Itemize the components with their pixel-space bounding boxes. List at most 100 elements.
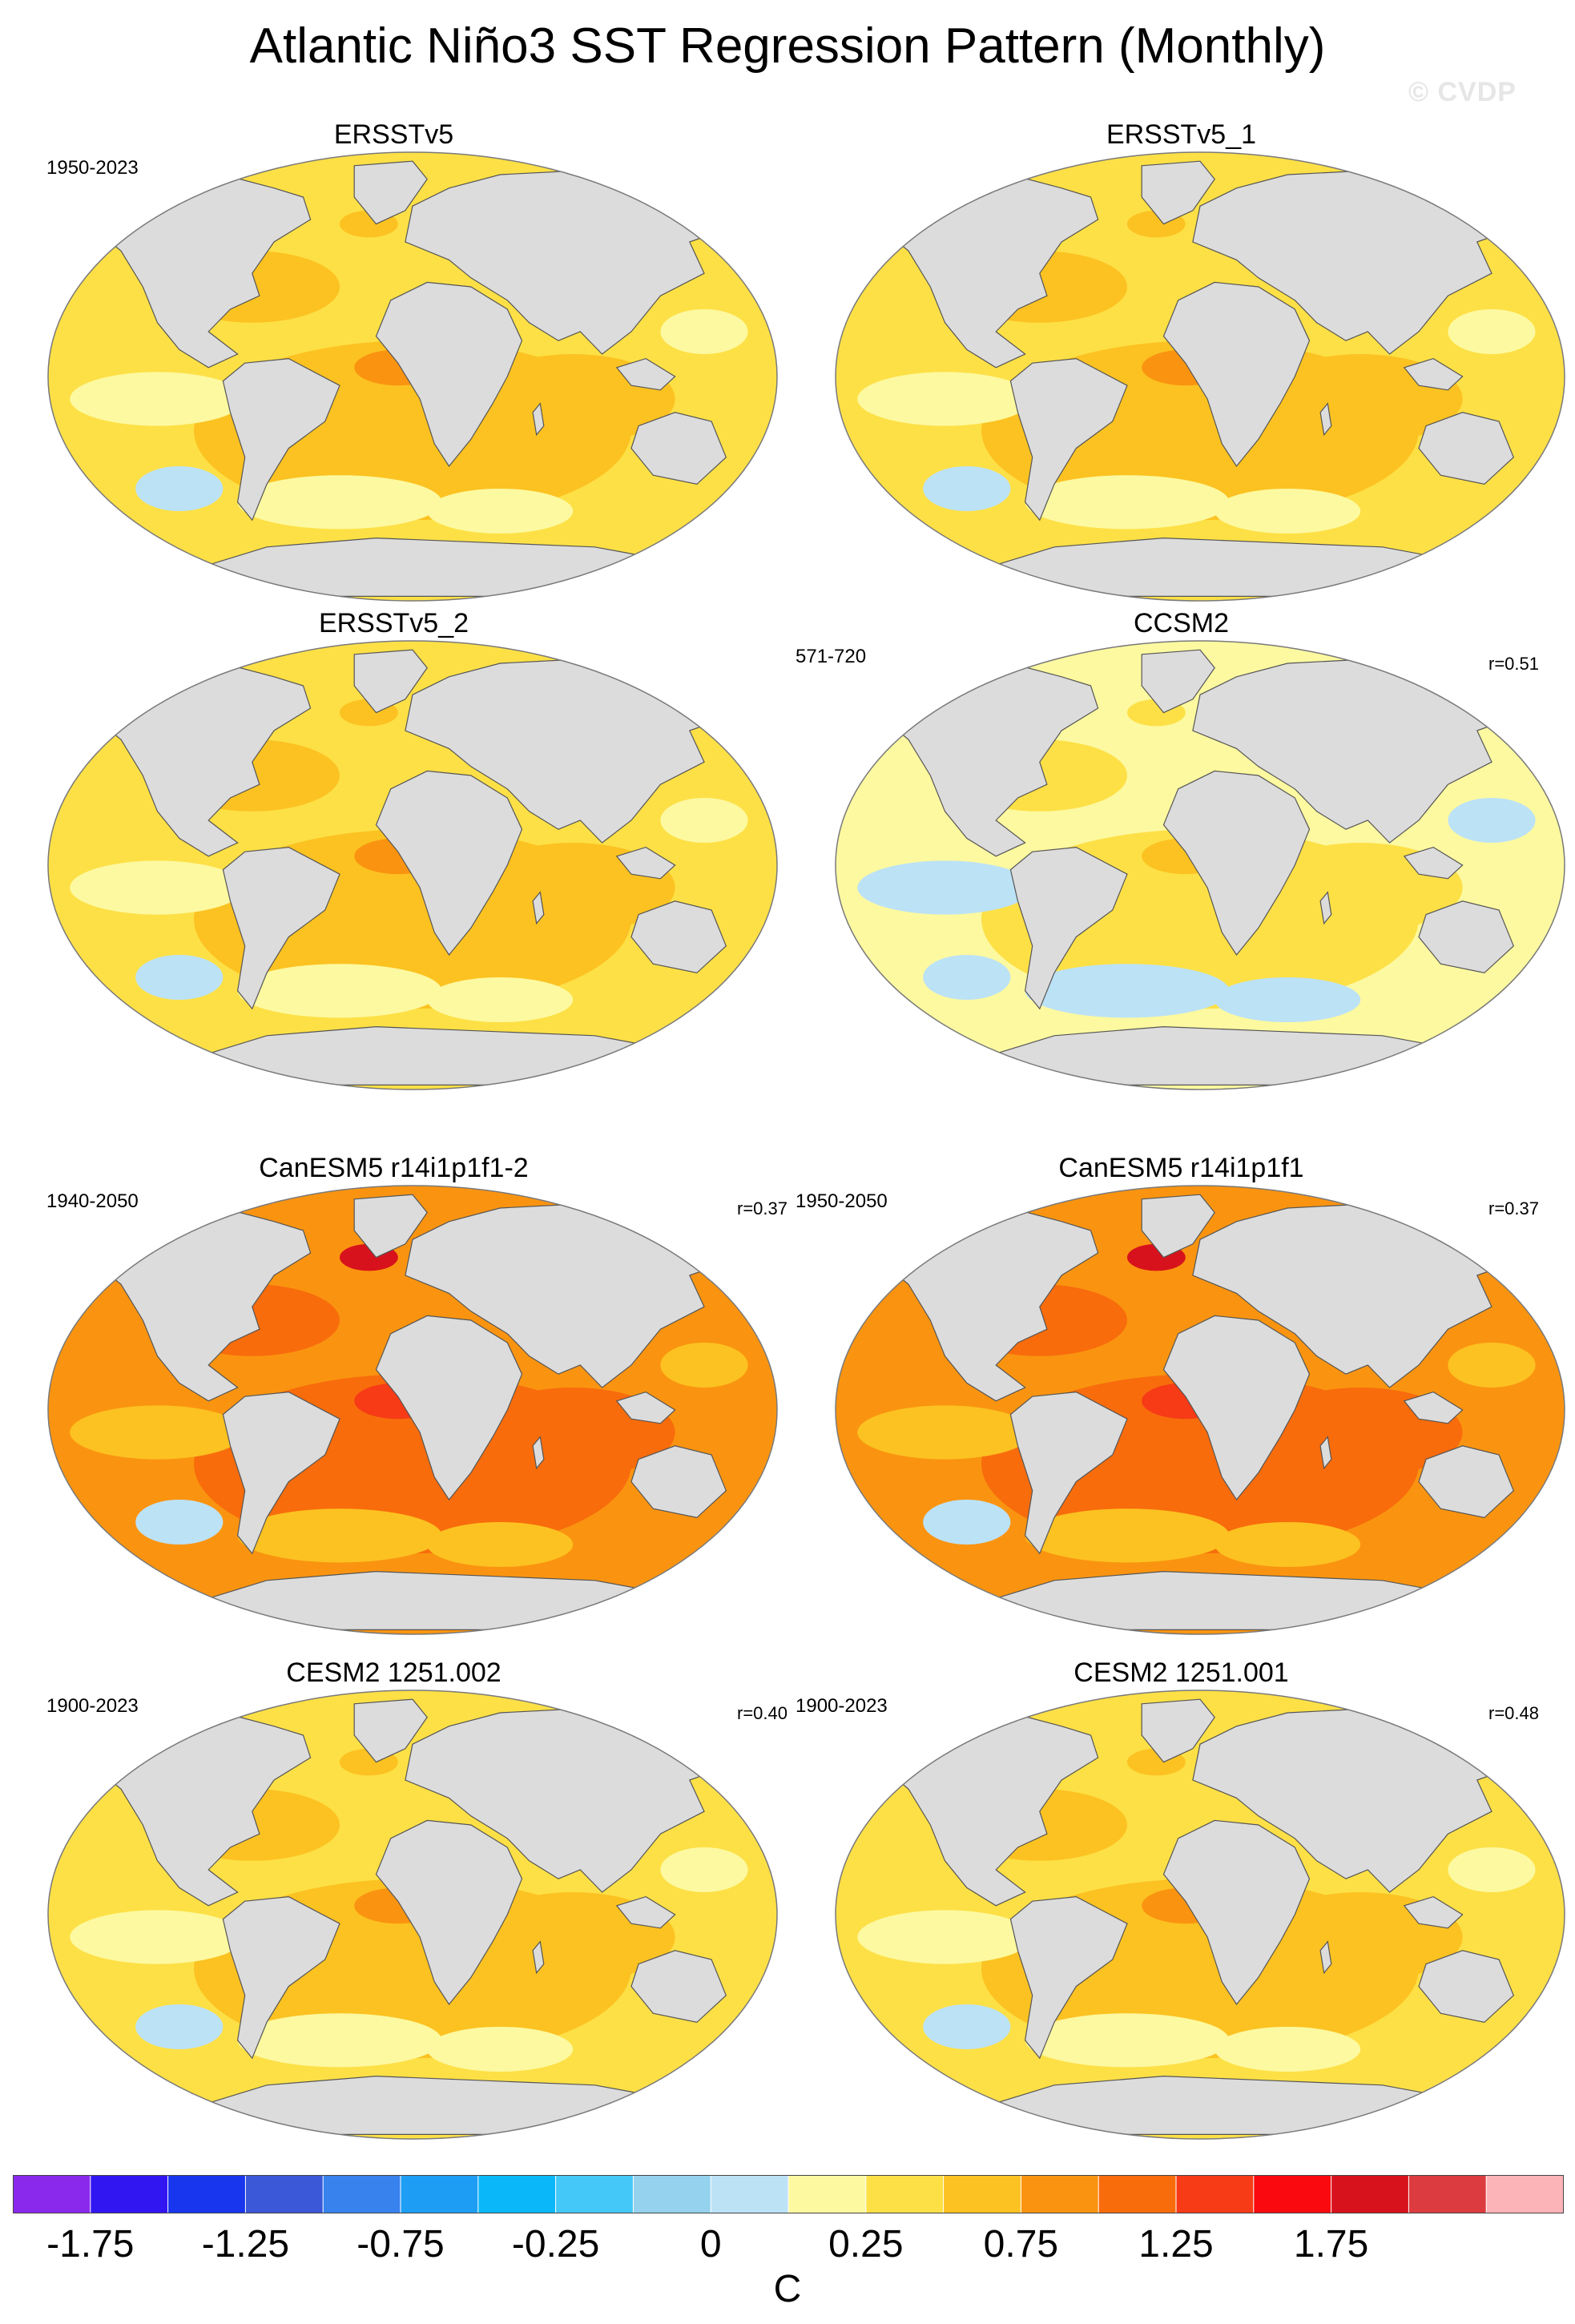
landmass-antarctica [207,537,669,598]
landmass-eurasia [1192,658,1529,844]
colorbar-swatch [1486,2175,1564,2213]
landmass-madagascar [532,1940,545,1975]
panel-title: CESM2 1251.001 [1073,1657,1289,1688]
panel-title: CCSM2 [1133,608,1230,638]
colorbar-swatch [711,2175,789,2213]
colorbar-swatch [477,2175,557,2213]
colorbar-tick-label: -0.25 [511,2223,600,2266]
landmass-samerica [222,1391,340,1555]
panel-correlation: r=0.48 [1488,1703,1539,1723]
landmass-seasia [1403,1895,1464,1929]
anomaly-region [857,1405,1033,1460]
figure-title: Atlantic Niño3 SST Regression Pattern (M… [249,18,1326,74]
colorbar-swatch [943,2175,1021,2213]
anomaly-region [923,1500,1011,1545]
landmass-greenland [1141,649,1215,714]
colorbar-swatch [788,2175,867,2213]
anomaly-region [237,1508,442,1563]
anomaly-region [857,1910,1033,1964]
regression-map [47,1690,778,2140]
anomaly-region [1214,977,1361,1022]
landmass-eurasia [1192,169,1529,355]
anomaly-region [1025,475,1230,530]
map-border [835,151,1565,602]
landmass-samerica [1009,1895,1128,2060]
colorbar-tick-label: -1.25 [201,2223,290,2266]
colorbar [13,2175,1564,2213]
anomaly-region [135,1500,224,1545]
regression-map [835,151,1565,602]
anomaly-region [237,2013,442,2068]
landmass-antarctica [207,1570,669,1631]
regression-map [47,1185,778,1635]
colorbar-swatch [1098,2175,1177,2213]
colorbar-swatch [1176,2175,1255,2213]
colorbar-swatch [865,2175,945,2213]
regression-map [835,1690,1565,2140]
landmass-eurasia [1192,1707,1529,1893]
cvdp-watermark: © CVDP [1408,77,1517,107]
panel-period: 571-720 [796,646,867,667]
landmass-eurasia [405,658,742,844]
landmass-samerica [222,357,340,522]
panel-period: 1950-2023 [46,157,139,179]
landmass-namerica [886,174,1099,369]
landmass-seasia [615,357,676,391]
anomaly-region [237,475,442,530]
landmass-africa [1162,770,1311,957]
colorbar-swatch [401,2175,479,2213]
anomaly-region [660,1847,748,1892]
anomaly-region [1448,1847,1536,1892]
map-panel: CanESM5 r14i1p1f1-2 1940-2050 r=0.37 [0,1033,788,1635]
map-border [47,1690,778,2140]
anomaly-region [923,2004,1011,2049]
map-border [835,640,1565,1090]
colorbar-swatch [167,2175,246,2213]
landmass-antarctica [995,1025,1456,1086]
map-border [47,640,778,1090]
landmass-australia [1418,1445,1515,1519]
colorbar-swatch [1331,2175,1409,2213]
anomaly-region [135,955,224,1000]
anomaly-region [857,372,1033,426]
panel-correlation: r=0.37 [1488,1198,1539,1218]
landmass-namerica [99,1712,312,1907]
landmass-namerica [99,1207,312,1402]
anomaly-region [1448,1343,1536,1388]
anomaly-region [1214,2027,1361,2072]
map-panel: ERSSTv5 1950-2023 [0,0,788,602]
landmass-seasia [615,1895,676,1929]
landmass-australia [630,1445,727,1519]
colorbar-swatch [13,2175,91,2213]
anomaly-region [427,977,574,1022]
landmass-seasia [1403,1391,1464,1424]
landmass-greenland [353,1194,428,1259]
anomaly-region [1025,1508,1230,1563]
landmass-africa [375,1315,523,1501]
landmass-greenland [1141,1698,1215,1763]
landmass-eurasia [405,1202,742,1388]
landmass-samerica [1009,846,1128,1010]
landmass-australia [1418,412,1515,485]
landmass-africa [1162,281,1311,468]
regression-map [835,1185,1565,1635]
anomaly-region [1214,1522,1361,1567]
colorbar-swatch [90,2175,169,2213]
landmass-greenland [353,160,428,225]
anomaly-region [923,466,1011,511]
landmass-australia [1418,900,1515,974]
anomaly-region [70,372,245,426]
colorbar-swatch [1253,2175,1332,2213]
regression-map [835,640,1565,1090]
colorbar-tick-label: 0.25 [828,2223,904,2266]
landmass-madagascar [532,402,545,437]
landmass-africa [375,281,523,468]
landmass-madagascar [1319,402,1332,437]
colorbar-swatch [323,2175,401,2213]
landmass-namerica [886,663,1099,857]
landmass-greenland [353,649,428,714]
colorbar-swatch [633,2175,711,2213]
landmass-australia [630,1950,727,2024]
landmass-eurasia [405,169,742,355]
anomaly-region [427,489,574,534]
